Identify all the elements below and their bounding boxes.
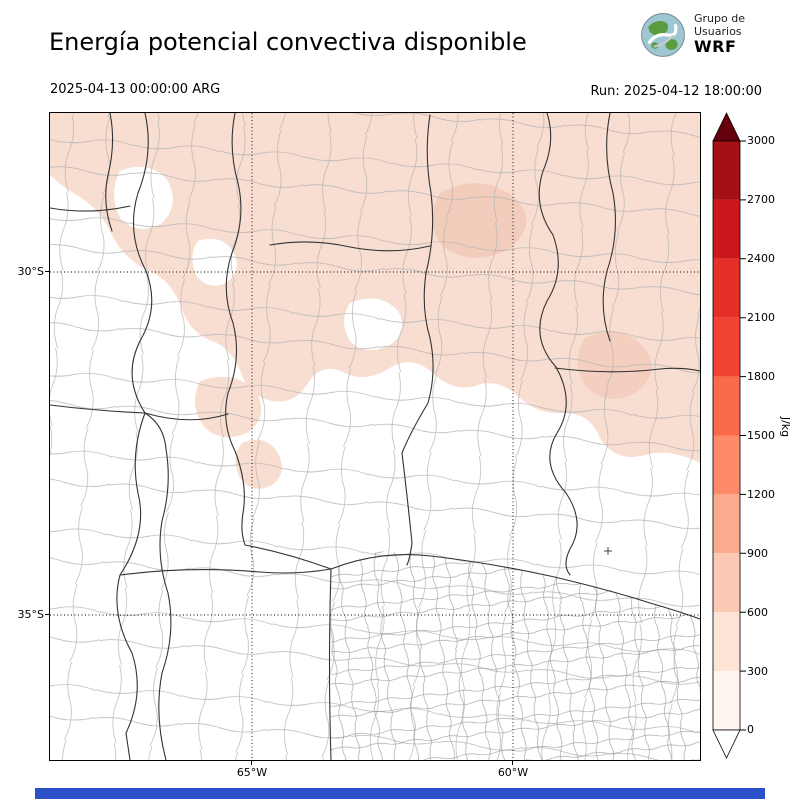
- logo-line-2: Usuarios: [694, 24, 742, 38]
- colorbar-tick-2100: 2100: [747, 311, 775, 324]
- lon-label-65w: 65°W: [236, 766, 268, 779]
- city-marker: [604, 547, 612, 555]
- colorbar-unit-label: J/kg: [779, 416, 792, 438]
- lon-tick-65w: [251, 761, 252, 765]
- colorbar-tick-1800: 1800: [747, 370, 775, 383]
- province-borders: [50, 113, 700, 760]
- gridlines: [50, 113, 700, 760]
- footer-bar: [35, 788, 765, 799]
- run-time-label: Run: 2025-04-12 18:00:00: [590, 84, 762, 99]
- colorbar-tick-1500: 1500: [747, 429, 775, 442]
- valid-time-label: 2025-04-13 00:00:00 ARG: [50, 82, 221, 97]
- wrf-logo: Grupo de Usuarios WRF: [640, 12, 745, 58]
- lat-tick-35s: [45, 614, 49, 615]
- logo-line-3: WRF: [694, 37, 737, 57]
- department-borders: [50, 113, 700, 760]
- lat-label-35s: 35°S: [17, 608, 44, 621]
- lon-label-60w: 60°W: [497, 766, 529, 779]
- colorbar: [712, 112, 746, 759]
- colorbar-tick-3000: 3000: [747, 134, 775, 147]
- globe-icon: [641, 13, 685, 57]
- colorbar-tick-900: 900: [747, 547, 768, 560]
- colorbar-tick-1200: 1200: [747, 488, 775, 501]
- lat-label-30s: 30°S: [17, 265, 44, 278]
- logo-line-1: Grupo de: [694, 12, 745, 26]
- map-frame: [49, 112, 701, 761]
- wrf-logo-text: Grupo de Usuarios WRF: [694, 13, 745, 57]
- colorbar-tick-600: 600: [747, 606, 768, 619]
- colorbar-tick-2400: 2400: [747, 252, 775, 265]
- colorbar-tick-2700: 2700: [747, 193, 775, 206]
- colorbar-tick-0: 0: [747, 723, 754, 736]
- lon-tick-60w: [512, 761, 513, 765]
- lat-tick-30s: [45, 271, 49, 272]
- page-title: Energía potencial convectiva disponible: [49, 28, 527, 56]
- map-plot: [50, 113, 700, 760]
- colorbar-tick-300: 300: [747, 665, 768, 678]
